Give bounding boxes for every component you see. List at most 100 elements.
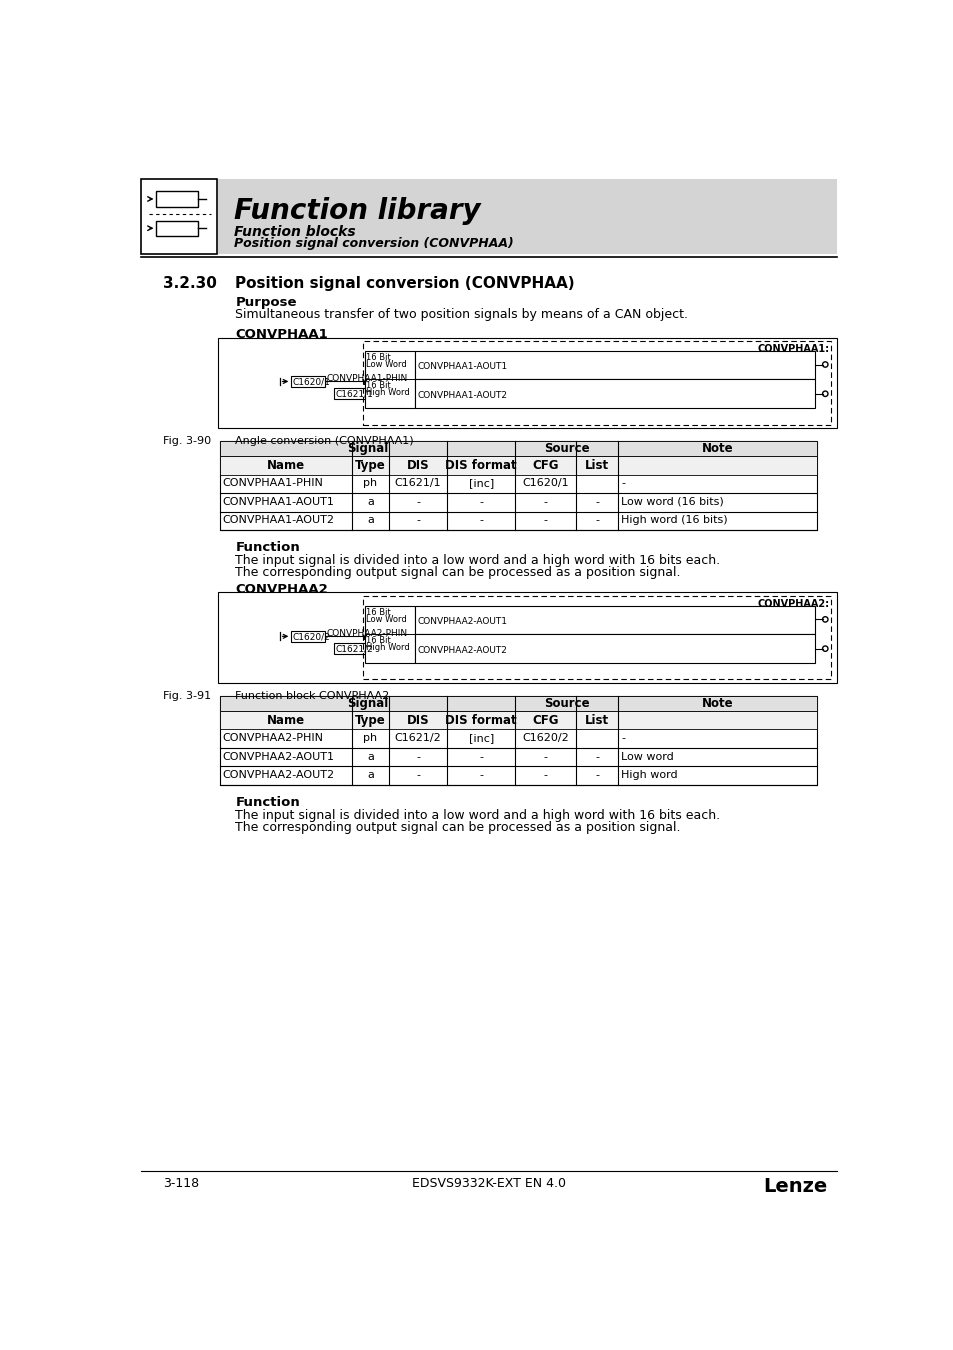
Text: Type: Type	[355, 714, 385, 728]
Text: Lenze: Lenze	[762, 1177, 827, 1196]
Text: DIS format: DIS format	[445, 459, 517, 472]
Text: Source: Source	[543, 697, 589, 710]
Text: List: List	[584, 714, 608, 728]
Text: -: -	[416, 497, 419, 508]
Bar	[415, 634, 815, 663]
Text: a: a	[367, 752, 374, 761]
Text: a: a	[367, 516, 374, 525]
Text: Position signal conversion (CONVPHAA): Position signal conversion (CONVPHAA)	[233, 238, 513, 251]
Bar	[415, 379, 815, 409]
Text: -: -	[543, 497, 547, 508]
Text: The corresponding output signal can be processed as a position signal.: The corresponding output signal can be p…	[235, 821, 680, 834]
Text: Type: Type	[355, 459, 385, 472]
Bar	[218, 180, 836, 254]
Text: List: List	[584, 459, 608, 472]
Bar	[218, 593, 836, 683]
Bar	[415, 606, 815, 634]
Text: The corresponding output signal can be processed as a position signal.: The corresponding output signal can be p…	[235, 566, 680, 579]
Bar	[220, 695, 816, 711]
Text: Function: Function	[235, 795, 300, 809]
Text: C1621/1: C1621/1	[395, 478, 441, 489]
Text: -: -	[416, 516, 419, 525]
Text: CONVPHAA1-PHIN: CONVPHAA1-PHIN	[222, 478, 323, 489]
Bar	[156, 220, 198, 236]
Text: Name: Name	[267, 714, 305, 728]
Text: -: -	[595, 771, 598, 780]
Text: 16 Bit: 16 Bit	[366, 352, 391, 362]
Text: C1621/2: C1621/2	[335, 645, 373, 653]
Text: -: -	[416, 771, 419, 780]
Bar	[334, 643, 368, 653]
Text: High Word: High Word	[366, 643, 410, 652]
Text: CONVPHAA1-AOUT1: CONVPHAA1-AOUT1	[417, 362, 507, 371]
Text: [inc]: [inc]	[468, 733, 494, 744]
Bar	[363, 342, 830, 424]
Bar	[365, 606, 415, 663]
Text: -: -	[478, 771, 482, 780]
Text: DIS format: DIS format	[445, 714, 517, 728]
Bar	[220, 456, 816, 475]
Text: CFG: CFG	[532, 459, 558, 472]
Bar	[141, 180, 216, 254]
Text: C1620/1: C1620/1	[293, 378, 331, 386]
Text: 3.2.30: 3.2.30	[163, 275, 217, 292]
Text: 16 Bit: 16 Bit	[366, 636, 391, 645]
Text: CONVPHAA1: CONVPHAA1	[235, 328, 328, 340]
Text: Signal: Signal	[347, 443, 388, 455]
Text: -: -	[620, 733, 625, 744]
Text: CONVPHAA1-AOUT2: CONVPHAA1-AOUT2	[417, 392, 507, 401]
Text: CONVPHAA2-AOUT1: CONVPHAA2-AOUT1	[222, 752, 334, 761]
Text: -: -	[595, 516, 598, 525]
Text: DIS: DIS	[406, 459, 429, 472]
Text: High Word: High Word	[366, 389, 410, 397]
Text: Function library: Function library	[233, 197, 480, 225]
Text: CONVPHAA1-PHIN: CONVPHAA1-PHIN	[327, 374, 408, 383]
Text: CONVPHAA2-PHIN: CONVPHAA2-PHIN	[327, 629, 408, 637]
Text: Low word (16 bits): Low word (16 bits)	[620, 497, 723, 508]
Text: Fig. 3-91: Fig. 3-91	[163, 691, 212, 701]
Text: C1620/1: C1620/1	[521, 478, 568, 489]
Text: 16 Bit: 16 Bit	[366, 608, 391, 617]
Bar	[334, 389, 368, 400]
Text: C1620/2: C1620/2	[293, 632, 331, 641]
Text: -: -	[478, 516, 482, 525]
Text: Source: Source	[543, 443, 589, 455]
Text: CFG: CFG	[532, 714, 558, 728]
Text: C1620/2: C1620/2	[521, 733, 568, 744]
Text: -: -	[543, 752, 547, 761]
Text: Purpose: Purpose	[235, 296, 296, 309]
Text: CONVPHAA2-AOUT2: CONVPHAA2-AOUT2	[222, 771, 335, 780]
Text: The input signal is divided into a low word and a high word with 16 bits each.: The input signal is divided into a low w…	[235, 554, 720, 567]
Text: -: -	[478, 497, 482, 508]
Text: Name: Name	[267, 459, 305, 472]
Text: CONVPHAA2-AOUT2: CONVPHAA2-AOUT2	[417, 647, 507, 655]
Text: Fig. 3-90: Fig. 3-90	[163, 436, 212, 446]
Text: -: -	[595, 497, 598, 508]
Text: EDSVS9332K-EXT EN 4.0: EDSVS9332K-EXT EN 4.0	[412, 1177, 565, 1189]
Bar	[291, 630, 325, 641]
Bar	[291, 377, 325, 387]
Text: ph: ph	[363, 733, 377, 744]
Text: CONVPHAA2-PHIN: CONVPHAA2-PHIN	[222, 733, 323, 744]
Bar	[156, 192, 198, 207]
Bar	[218, 338, 836, 428]
Text: The input signal is divided into a low word and a high word with 16 bits each.: The input signal is divided into a low w…	[235, 809, 720, 822]
Text: High word: High word	[620, 771, 678, 780]
Text: 16 Bit: 16 Bit	[366, 382, 391, 390]
Text: Simultaneous transfer of two position signals by means of a CAN object.: Simultaneous transfer of two position si…	[235, 308, 688, 321]
Text: 3-118: 3-118	[163, 1177, 199, 1189]
Text: High word (16 bits): High word (16 bits)	[620, 516, 727, 525]
Text: Angle conversion (CONVPHAA1): Angle conversion (CONVPHAA1)	[235, 436, 414, 446]
Text: Position signal conversion (CONVPHAA): Position signal conversion (CONVPHAA)	[235, 275, 575, 292]
Text: Note: Note	[701, 697, 733, 710]
Text: CONVPHAA1-AOUT1: CONVPHAA1-AOUT1	[222, 497, 334, 508]
Text: a: a	[367, 497, 374, 508]
Text: DIS: DIS	[406, 714, 429, 728]
Text: Function blocks: Function blocks	[233, 225, 355, 239]
Bar	[220, 440, 816, 456]
Text: [inc]: [inc]	[468, 478, 494, 489]
Text: CONVPHAA1-AOUT2: CONVPHAA1-AOUT2	[222, 516, 334, 525]
Text: CONVPHAA1:: CONVPHAA1:	[757, 344, 828, 355]
Bar	[365, 351, 415, 409]
Text: CONVPHAA2-AOUT1: CONVPHAA2-AOUT1	[417, 617, 507, 626]
